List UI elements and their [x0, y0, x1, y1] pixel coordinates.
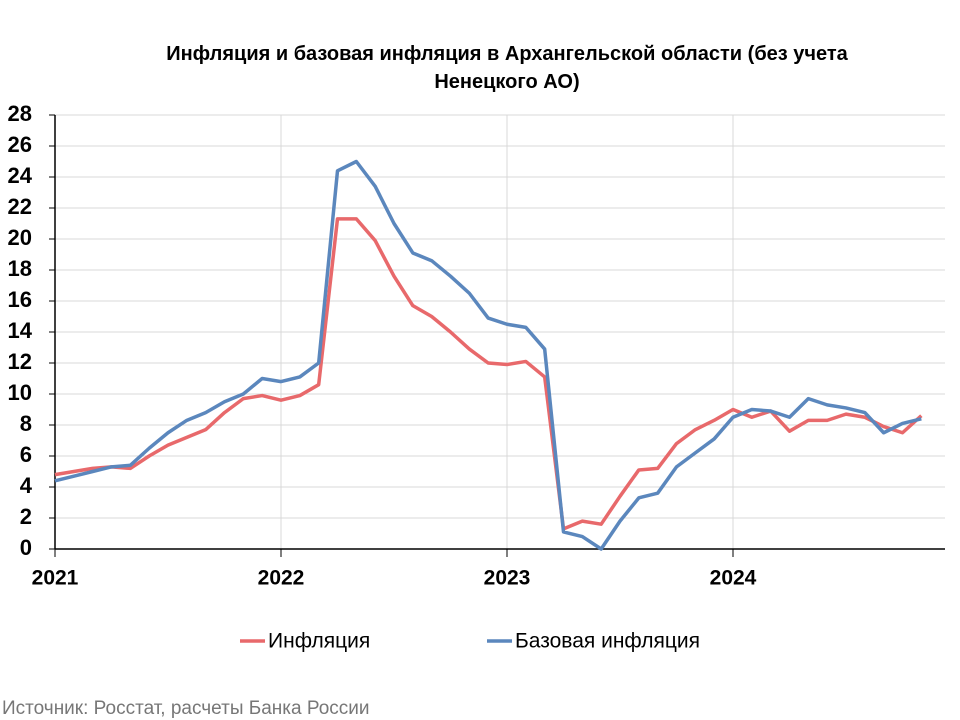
y-tick-label: 18	[8, 256, 32, 281]
y-tick-label: 26	[8, 132, 32, 157]
legend-label: Инфляция	[268, 630, 370, 653]
y-tick-label: 20	[8, 225, 32, 250]
x-tick-label: 2022	[258, 567, 305, 590]
chart-title: Инфляция и базовая инфляция в Архангельс…	[166, 43, 848, 93]
series-line	[54, 159, 922, 551]
x-tick-label: 2024	[710, 567, 757, 590]
y-tick-label: 10	[8, 380, 32, 405]
y-tick-label: 16	[8, 287, 32, 312]
y-tick-label: 24	[8, 163, 33, 188]
legend-label: Базовая инфляция	[515, 630, 700, 653]
series-line	[54, 217, 923, 531]
y-tick-label: 6	[20, 442, 32, 467]
y-tick-label: 8	[20, 411, 32, 436]
x-tick-label: 2023	[484, 567, 531, 590]
source-note: Источник: Росстат, расчеты Банка России	[2, 698, 370, 719]
y-tick-label: 22	[8, 194, 32, 219]
y-tick-label: 28	[8, 101, 32, 126]
y-tick-label: 0	[20, 535, 32, 560]
y-tick-label: 2	[20, 504, 32, 529]
y-tick-label: 14	[8, 318, 33, 343]
y-tick-label: 12	[8, 349, 32, 374]
y-tick-label: 4	[20, 473, 33, 498]
x-tick-label: 2021	[32, 567, 79, 590]
